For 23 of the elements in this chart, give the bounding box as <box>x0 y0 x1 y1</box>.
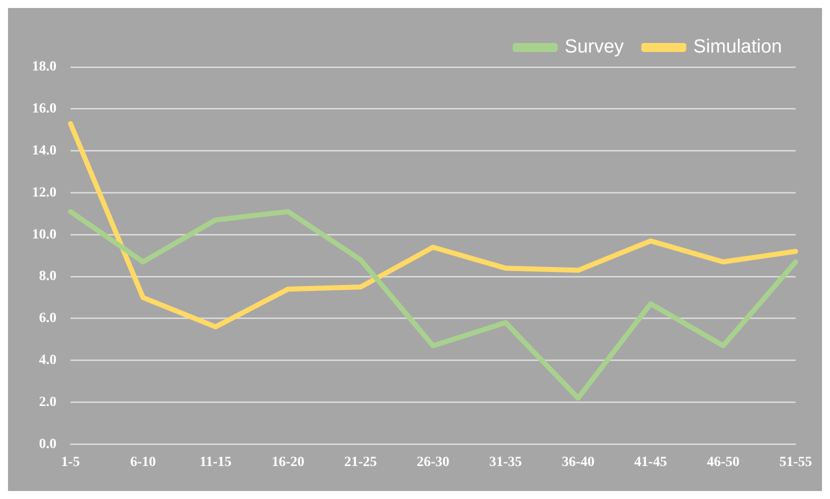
y-tick-label: 8.0 <box>39 269 56 284</box>
legend-label: Survey <box>564 36 624 58</box>
y-tick-label: 2.0 <box>39 394 56 410</box>
x-tick-label: 11-15 <box>200 455 232 470</box>
x-tick-label: 1-5 <box>61 455 80 470</box>
x-tick-label: 26-30 <box>416 455 450 470</box>
y-tick-label: 0.0 <box>39 436 56 452</box>
x-tick-label: 41-45 <box>634 455 667 470</box>
legend-label: Simulation <box>693 36 782 58</box>
x-tick-label: 36-40 <box>562 455 594 470</box>
y-tick-label: 4.0 <box>39 352 56 368</box>
x-tick-label: 31-35 <box>489 455 522 470</box>
x-tick-label: 6-10 <box>130 455 156 470</box>
x-tick-label: 16-20 <box>272 455 304 470</box>
y-tick-label: 18.0 <box>32 60 56 75</box>
y-tick-label: 12.0 <box>32 185 56 200</box>
y-tick-label: 6.0 <box>39 311 56 326</box>
x-tick-label: 21-25 <box>344 455 377 470</box>
y-tick-label: 16.0 <box>32 102 56 117</box>
x-tick-label: 46-50 <box>706 455 740 470</box>
x-tick-label: 51-55 <box>779 455 812 470</box>
y-tick-label: 10.0 <box>32 227 56 242</box>
y-tick-label: 14.0 <box>32 143 56 158</box>
